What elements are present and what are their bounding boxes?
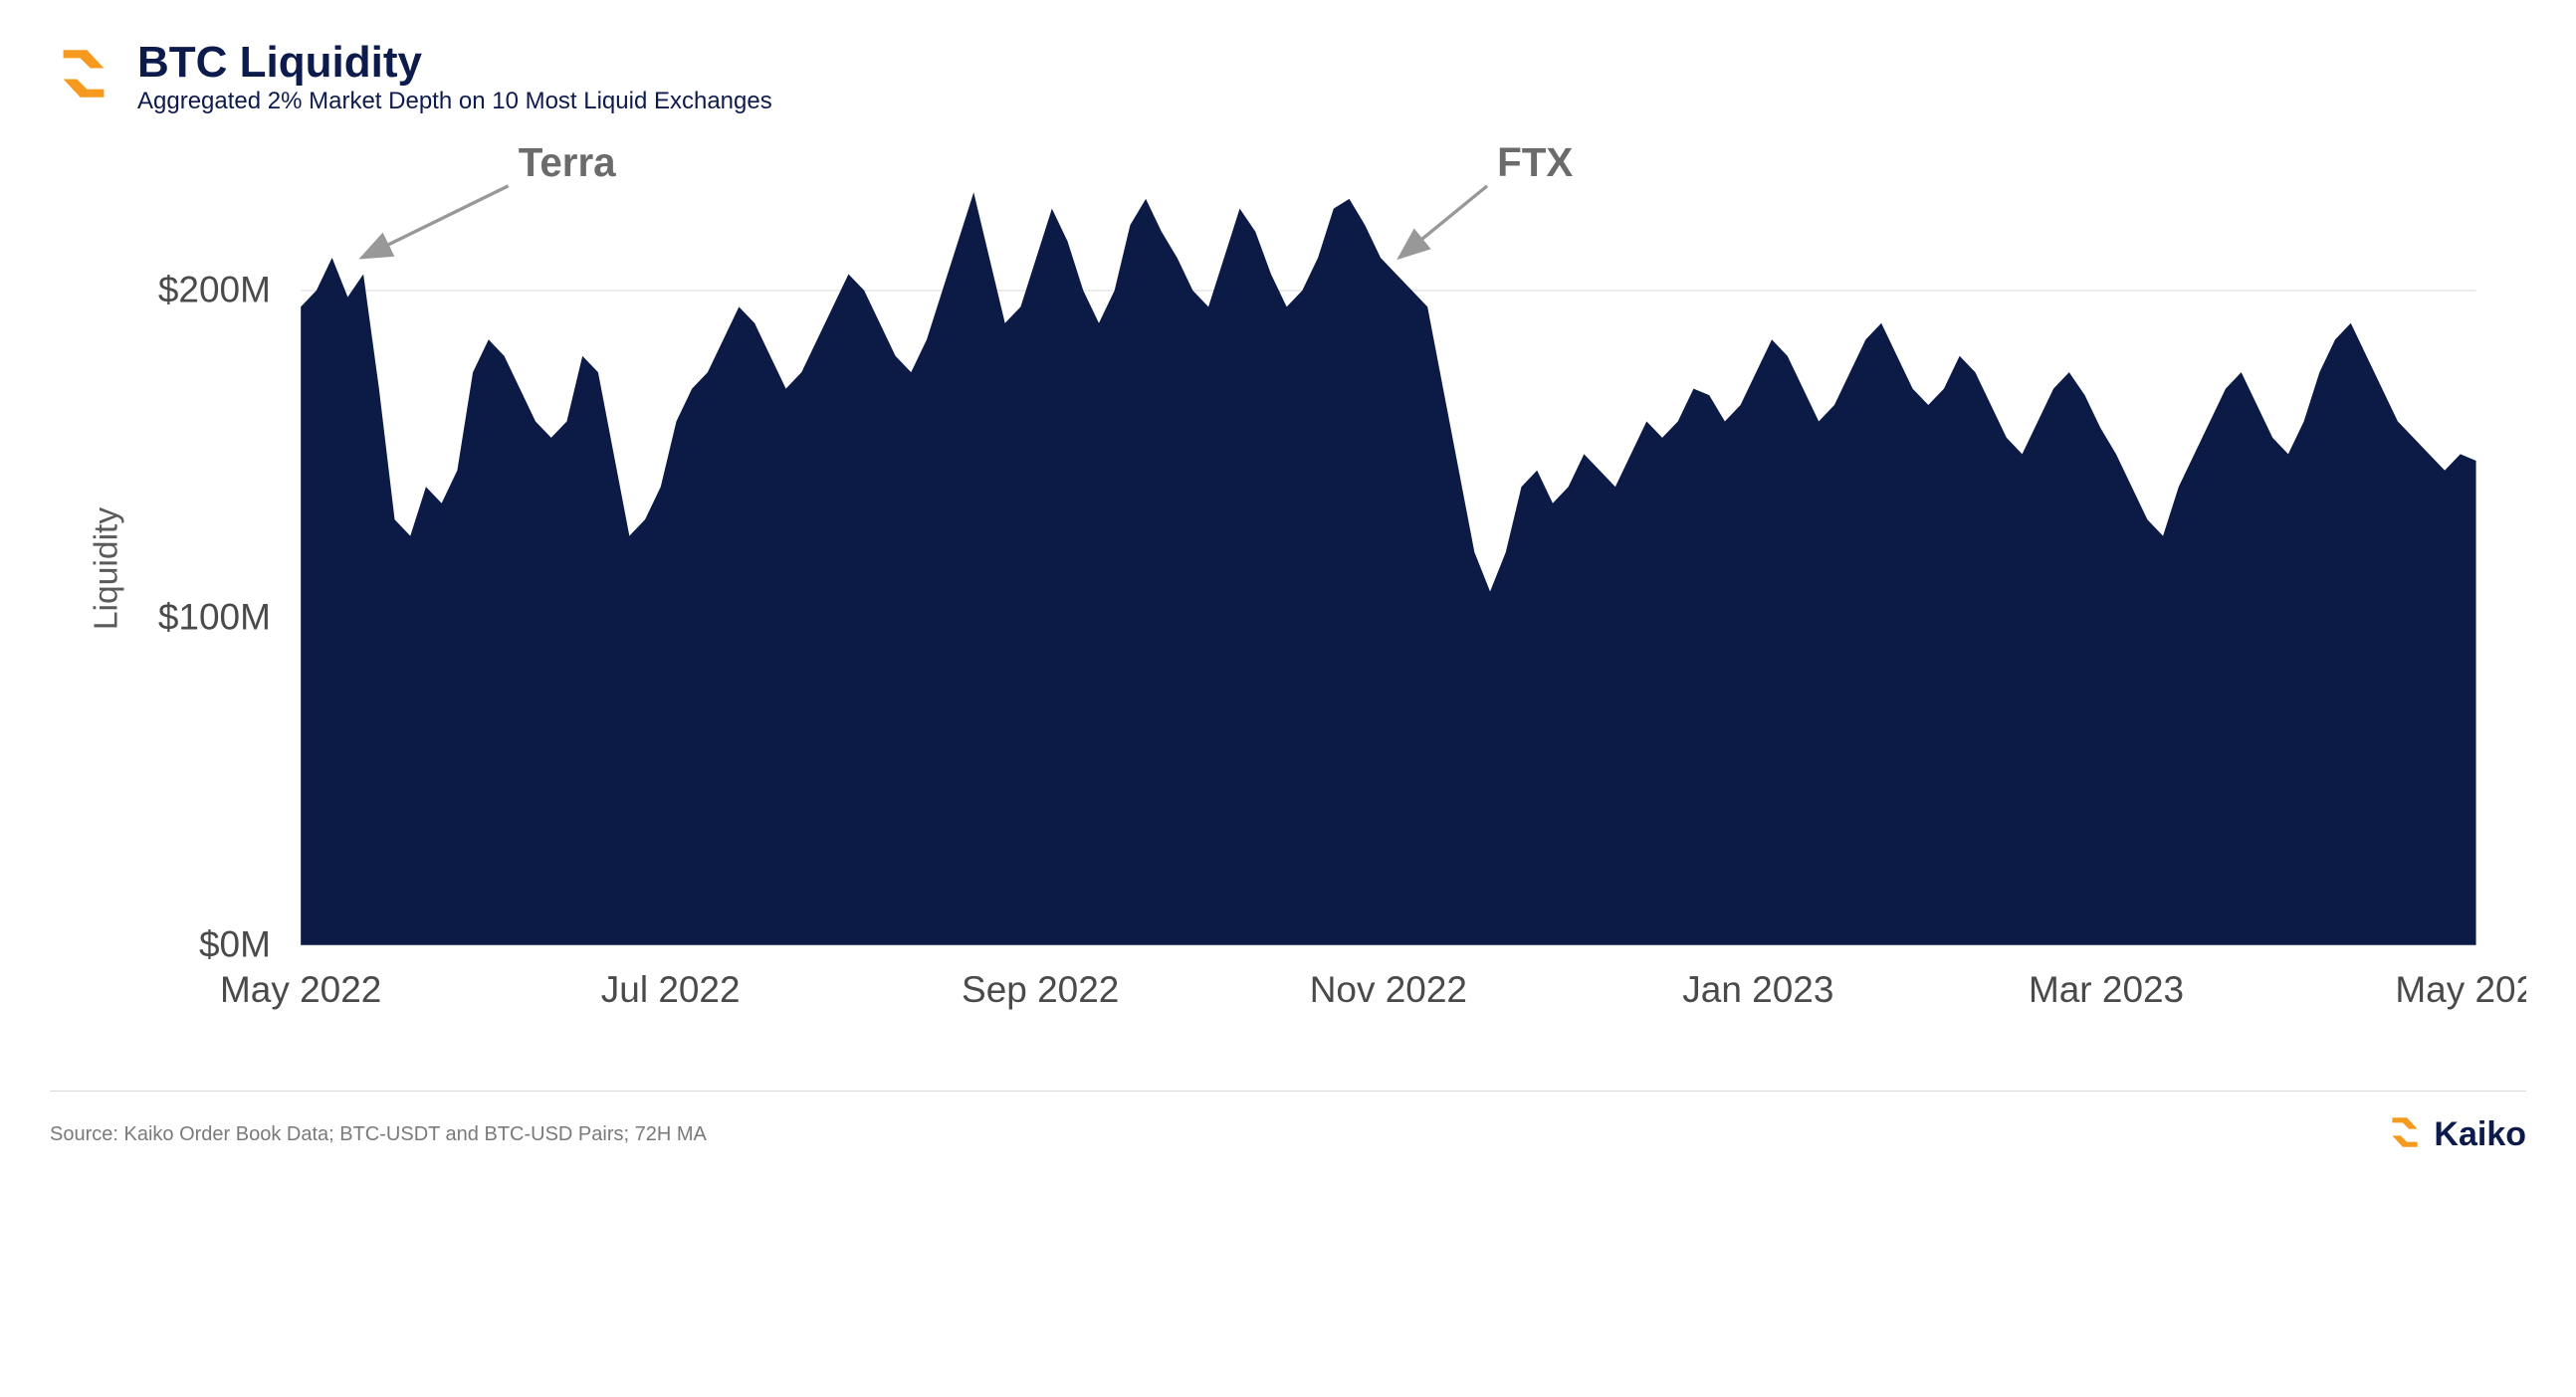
area-series — [301, 192, 2475, 944]
x-tick-label: May 2023 — [2395, 969, 2526, 1010]
x-tick-label: Jan 2023 — [1682, 969, 1833, 1010]
area-chart: $0M $100M $200M Liquidity May 2022 Jul 2022 Se… — [50, 125, 2526, 1062]
y-tick-label: $100M — [158, 597, 271, 638]
chart-header: BTC Liquidity Aggregated 2% Market Depth… — [50, 40, 2526, 115]
chart-annotation: FTX — [1497, 139, 1573, 185]
brand-name: Kaiko — [2434, 1115, 2526, 1154]
chart-title: BTC Liquidity — [137, 40, 772, 86]
annotation-arrow — [1399, 186, 1487, 258]
chart-subtitle: Aggregated 2% Market Depth on 10 Most Li… — [137, 88, 772, 115]
source-text: Source: Kaiko Order Book Data; BTC-USDT … — [50, 1123, 707, 1146]
x-tick-label: Sep 2022 — [962, 969, 1119, 1010]
chart-container: $0M $100M $200M Liquidity May 2022 Jul 2022 Se… — [50, 125, 2526, 1062]
y-tick-label: $0M — [199, 924, 271, 965]
annotation-arrow — [361, 186, 508, 258]
chart-footer: Source: Kaiko Order Book Data; BTC-USDT … — [50, 1091, 2526, 1158]
x-tick-label: May 2022 — [220, 969, 381, 1010]
y-tick-label: $200M — [158, 270, 271, 310]
footer-brand: Kaiko — [2384, 1111, 2526, 1158]
y-axis-label: Liquidity — [88, 507, 124, 631]
x-tick-label: Mar 2023 — [2029, 969, 2184, 1010]
brand-logo-icon — [2384, 1111, 2426, 1158]
x-tick-label: Nov 2022 — [1310, 969, 1467, 1010]
chart-annotation: Terra — [519, 139, 616, 185]
brand-logo-icon — [50, 40, 117, 112]
x-tick-label: Jul 2022 — [601, 969, 741, 1010]
